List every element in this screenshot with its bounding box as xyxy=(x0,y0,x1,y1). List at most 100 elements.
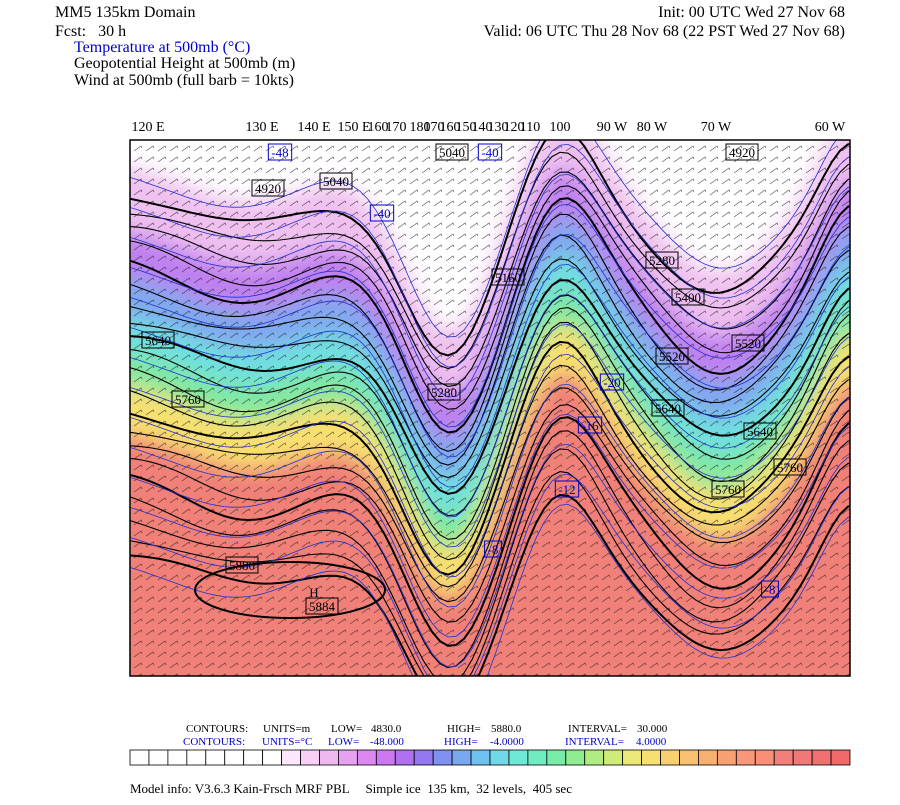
colorbar-swatch xyxy=(338,749,358,766)
height-label-box xyxy=(731,334,765,352)
height-contour xyxy=(130,197,850,434)
temperature-contour-info: -48.000 xyxy=(370,736,404,748)
height-contour xyxy=(130,387,850,603)
height-contour xyxy=(130,340,850,576)
temperature-contour xyxy=(130,383,850,608)
height-contour xyxy=(130,171,850,387)
height-contour-info: INTERVAL= xyxy=(568,723,627,735)
colorbar-swatch xyxy=(432,749,453,766)
height-label-box xyxy=(645,251,679,269)
height-contour xyxy=(130,430,850,669)
domain-title: MM5 135km Domain xyxy=(55,4,195,21)
temperature-contour xyxy=(130,293,850,518)
colorbar-swatch xyxy=(356,749,377,766)
longitude-label: 170 xyxy=(424,120,445,135)
temperature-contour-info: LOW= xyxy=(328,736,359,748)
height-contour xyxy=(130,213,850,452)
height-label-box xyxy=(651,399,685,417)
temperature-contour xyxy=(130,443,850,668)
temperature-contour xyxy=(130,140,837,338)
temperature-label: -16 xyxy=(581,418,599,433)
temperature-label: -48 xyxy=(271,145,288,160)
temperature-label: -20 xyxy=(603,375,620,390)
height-label-box xyxy=(711,480,745,498)
height-contour-info: 4830.0 xyxy=(371,723,402,735)
longitude-label: 170 xyxy=(386,120,407,135)
height-label: 5640 xyxy=(655,401,681,416)
height-label: 5040 xyxy=(323,174,349,189)
colorbar-swatch xyxy=(262,749,282,766)
longitude-label: 110 xyxy=(520,120,540,135)
colorbar-swatch xyxy=(716,749,737,766)
height-label: 5520 xyxy=(735,336,761,351)
height-label-box xyxy=(427,383,461,401)
temperature-label-box xyxy=(577,416,603,434)
height-contour xyxy=(130,364,850,588)
height-label-box xyxy=(305,597,339,615)
height-contour xyxy=(130,258,850,479)
map xyxy=(130,140,850,676)
longitude-label: 150 xyxy=(456,120,477,135)
colorbar-swatch xyxy=(451,749,472,766)
height-contour xyxy=(130,185,850,410)
forecast-hour: Fcst: 30 h xyxy=(55,23,126,40)
colorbar-swatch xyxy=(489,749,510,766)
temperature-contour-info: HIGH= xyxy=(444,736,478,748)
longitude-label: 60 W xyxy=(815,120,846,135)
height-label-box xyxy=(251,179,285,197)
height-label-box xyxy=(319,172,353,190)
colorbar-swatch xyxy=(281,749,301,766)
temperature-label: -40 xyxy=(481,145,498,160)
colorbar-swatch xyxy=(375,749,396,766)
temperature-contour-info: UNITS=°C xyxy=(262,736,312,748)
longitude-label: 120 E xyxy=(131,120,164,135)
model-info: Model info: V3.6.3 Kain-Frsch MRF PBL Si… xyxy=(130,781,572,796)
temperature-label-box xyxy=(477,143,503,161)
height-label: 5160 xyxy=(495,270,521,285)
map-frame xyxy=(129,139,851,677)
height-contour xyxy=(130,151,850,370)
temperature-contour xyxy=(130,323,850,548)
valid-time: Valid: 06 UTC Thu 28 Nov 68 (22 PST Wed … xyxy=(484,23,845,40)
temperature-label: -8 xyxy=(488,542,499,557)
longitude-label: 80 W xyxy=(637,120,668,135)
temperature-contour-info: 4.0000 xyxy=(636,736,667,748)
longitude-label: 100 xyxy=(550,120,571,135)
height-label-box xyxy=(141,331,175,349)
longitude-label: 140 xyxy=(472,120,493,135)
temperature-contour xyxy=(130,143,850,368)
height-label: 5280 xyxy=(649,253,675,268)
temperature-label-box xyxy=(761,580,779,598)
height-label: 5640 xyxy=(145,333,171,348)
temperature-contour xyxy=(130,473,850,676)
temperature-label: -40 xyxy=(373,206,390,221)
longitude-label: 180 xyxy=(410,120,431,135)
longitude-label: 140 E xyxy=(297,120,330,135)
height-contour xyxy=(130,493,850,676)
longitude-label: 90 W xyxy=(597,120,628,135)
height-label: 5280 xyxy=(431,385,457,400)
colorbar-swatch xyxy=(319,749,339,766)
high-contour xyxy=(194,561,386,619)
colorbar-swatch xyxy=(792,749,813,766)
colorbar-swatch xyxy=(830,749,851,766)
field-label: Wind at 500mb (full barb = 10kts) xyxy=(74,72,294,89)
temperature-contour xyxy=(130,233,850,458)
height-label: 5640 xyxy=(747,424,773,439)
temperature-label-box xyxy=(484,540,502,558)
colorbar-swatch xyxy=(660,749,680,766)
colorbar-swatch xyxy=(186,749,207,766)
colorbar-swatch xyxy=(641,749,661,766)
longitude-label: 70 W xyxy=(701,120,732,135)
height-contour xyxy=(130,279,850,495)
height-contour-info: 30.000 xyxy=(637,723,668,735)
height-label: 4920 xyxy=(255,181,281,196)
colorbar-swatch xyxy=(698,749,718,766)
colorbar-swatch xyxy=(603,749,624,766)
colorbar-swatch xyxy=(470,749,491,766)
height-label: H xyxy=(309,585,318,600)
temperature-label-box xyxy=(267,143,293,161)
temperature-contour-info: -4.0000 xyxy=(490,736,524,748)
colorbar-swatch xyxy=(508,749,529,766)
